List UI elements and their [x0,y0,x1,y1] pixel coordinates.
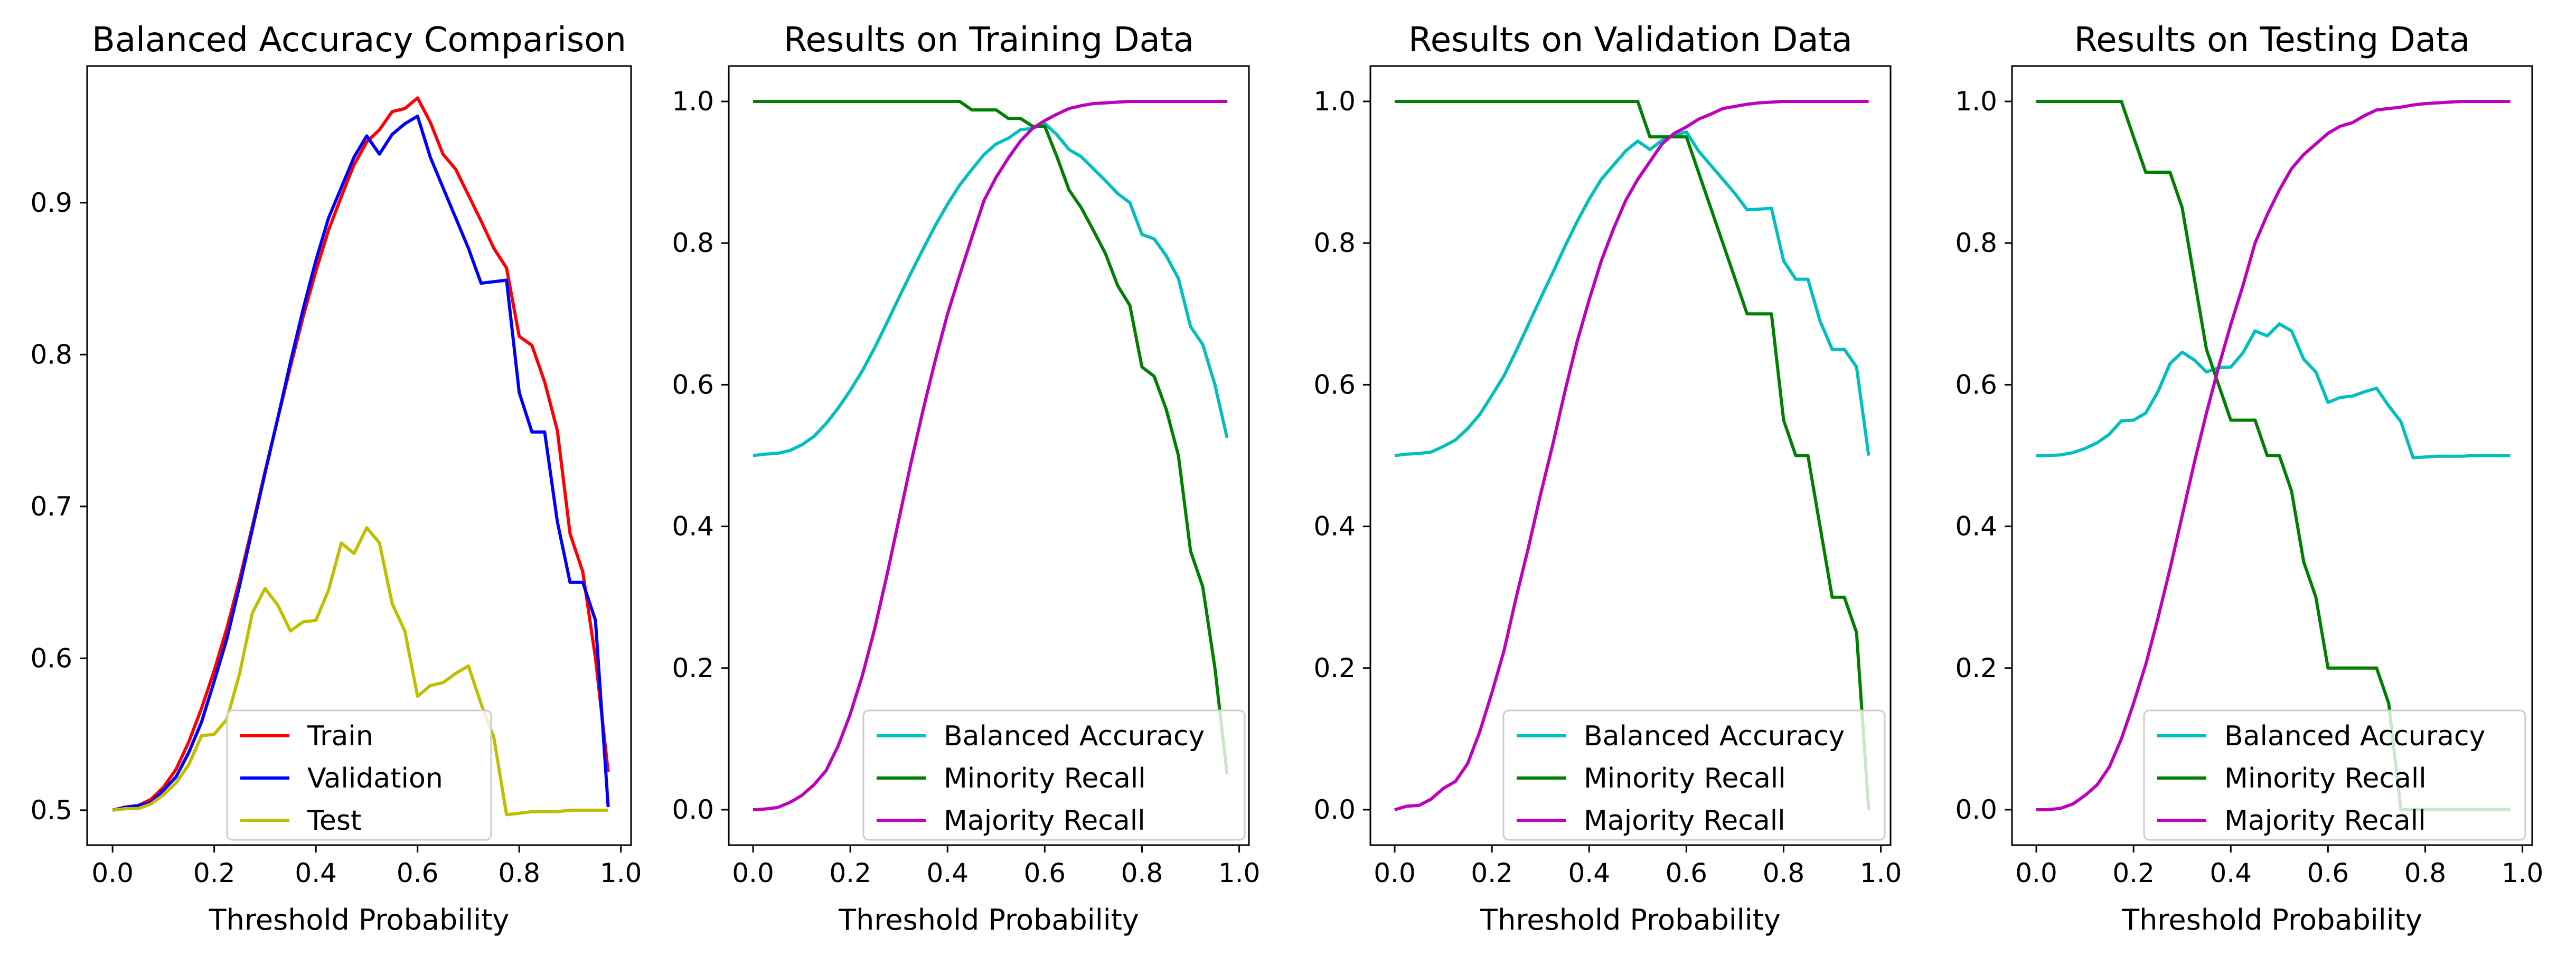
x-tick-label: 0.6 [397,858,439,888]
x-tick-label: 0.4 [926,858,969,888]
series-line-balanced-accuracy [2036,322,2511,460]
x-tick-label: 0.0 [1374,858,1416,888]
x-tick-label: 0.8 [1763,858,1805,888]
legend-label: Majority Recall [1584,805,1785,837]
x-tick-label: 0.2 [2112,858,2155,888]
legend-label: Balanced Accuracy [944,720,1205,752]
series-line-balanced-accuracy [1394,130,1870,457]
legend-label: Balanced Accuracy [2224,720,2485,752]
y-tick-label: 0.8 [1313,228,1356,258]
x-tick-label: 0.0 [91,858,134,888]
y-tick-label: 0.0 [1955,794,1997,825]
series-line-minority-recall [1395,100,1870,810]
x-tick-label: 1.0 [600,858,642,888]
series-line-majority-recall [2036,100,2511,811]
legend-box [862,709,1246,841]
plot-frame [2011,65,2533,846]
plot-frame [728,65,1250,846]
legend-label: Train [307,720,373,752]
chart-panel-4: Results on Testing Data 0.0 0.2 0.4 0.6 0.8 1.… [1955,21,2543,936]
x-axis-label: Threshold Probability [838,903,1139,936]
x-axis-label: Threshold Probability [209,903,510,936]
chart-title: Results on Training Data [784,21,1194,60]
legend-box [2143,709,2526,841]
series-line-minority-recall [753,100,1229,775]
legend-label: Validation [307,763,443,794]
series-line-majority-recall [1394,100,1869,811]
x-tick-label: 0.2 [829,858,871,888]
x-tick-label: 0.6 [1666,858,1708,888]
y-tick-label: 0.8 [672,228,714,258]
x-axis-label: Threshold Probability [2121,903,2422,936]
x-tick-label: 0.8 [2404,858,2447,888]
y-tick-label: 0.6 [30,643,72,673]
series-line-train [112,96,610,812]
chart-title: Results on Validation Data [1408,21,1853,60]
x-tick-label: 0.6 [1024,858,1066,888]
y-tick-label: 0.6 [1955,369,1997,400]
chart-title: Results on Testing Data [2074,21,2470,60]
y-tick-label: 1.0 [672,86,714,117]
y-tick-label: 0.2 [1955,653,1997,683]
chart-panel-2: Results on Training Data 0.0 0.2 0.4 0.6 0.8 1… [672,21,1260,936]
x-tick-label: 0.2 [1471,858,1513,888]
series-line-test [112,526,608,817]
series-line-majority-recall [753,100,1227,811]
y-tick-label: 0.0 [672,794,714,825]
x-tick-label: 0.2 [193,858,236,888]
y-tick-label: 0.2 [672,653,714,683]
y-tick-label: 0.6 [1313,369,1356,400]
chart-panel-1: Balanced Accuracy Comparison 0.0 0.2 0.4 0.6… [30,21,642,936]
legend-label: Minority Recall [1584,763,1786,794]
legend-label: Balanced Accuracy [1584,720,1845,752]
y-tick-label: 0.4 [1313,511,1356,542]
y-tick-label: 0.4 [672,511,714,542]
y-tick-label: 0.9 [30,188,72,218]
y-tick-label: 0.8 [30,339,72,370]
y-tick-label: 0.7 [30,491,72,522]
x-tick-label: 0.4 [295,858,337,888]
y-tick-label: 0.2 [1313,653,1356,683]
plot-frame [86,65,632,846]
legend-label: Minority Recall [944,763,1146,794]
x-tick-label: 1.0 [1218,858,1261,888]
x-tick-label: 0.0 [2015,858,2057,888]
legend-label: Minority Recall [2224,763,2427,794]
series-line-balanced-accuracy [753,121,1229,457]
x-tick-label: 0.8 [1121,858,1163,888]
x-tick-label: 1.0 [2502,858,2544,888]
x-tick-label: 0.4 [2210,858,2252,888]
x-tick-label: 0.4 [1568,858,1610,888]
y-tick-label: 0.5 [30,795,72,826]
x-axis-label: Threshold Probability [1480,903,1781,936]
legend-label: Majority Recall [944,805,1145,837]
y-tick-label: 0.6 [672,369,714,400]
x-tick-label: 0.6 [2307,858,2349,888]
legend-label: Majority Recall [2224,805,2426,837]
y-tick-label: 0.4 [1955,511,1997,542]
y-tick-label: 0.8 [1955,228,1997,258]
x-tick-label: 0.0 [732,858,774,888]
chart-panel-3: Results on Validation Data 0.0 0.2 0.4 0.6 0.… [1313,21,1902,936]
y-tick-label: 1.0 [1313,86,1356,117]
chart-title: Balanced Accuracy Comparison [92,21,626,60]
legend-box [1502,709,1886,841]
legend-box [226,709,492,841]
x-tick-label: 1.0 [1860,858,1902,888]
y-tick-label: 1.0 [1955,86,1997,117]
plot-frame [1369,65,1892,846]
series-line-validation [112,114,610,812]
legend-label: Test [307,805,361,837]
x-tick-label: 0.8 [498,858,540,888]
y-tick-label: 0.0 [1313,794,1356,825]
